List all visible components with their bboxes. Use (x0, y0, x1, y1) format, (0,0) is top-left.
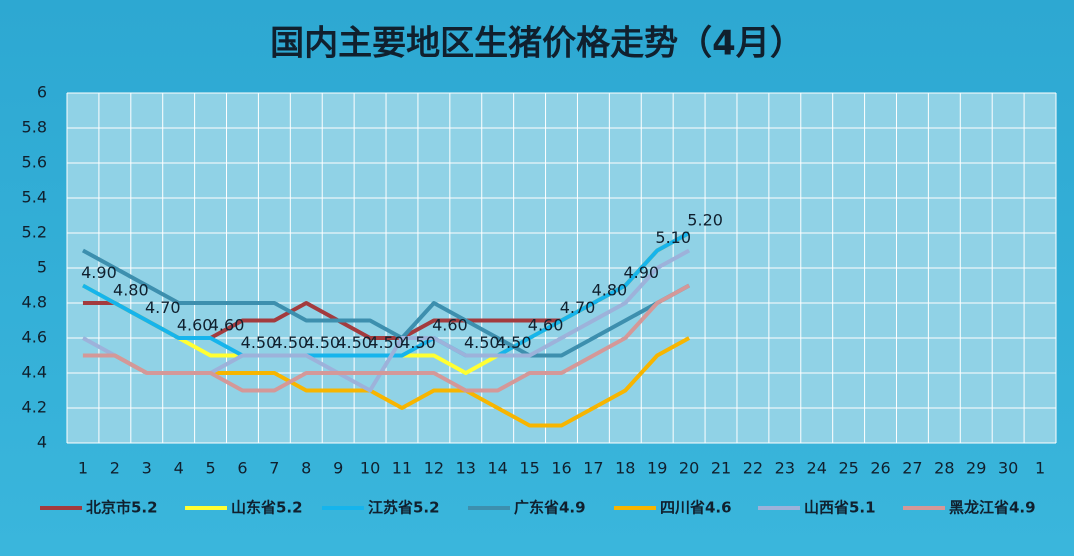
x-tick-label: 10 (360, 459, 380, 478)
data-label: 4.60 (177, 316, 213, 335)
x-tick-label: 21 (711, 459, 731, 478)
data-label: 5.20 (687, 211, 723, 230)
y-tick-label: 5.8 (22, 118, 47, 137)
data-label: 4.60 (528, 316, 564, 335)
chart-title: 国内主要地区生猪价格走势（4月） (270, 24, 804, 64)
x-tick-label: 6 (237, 459, 247, 478)
x-tick-label: 25 (838, 459, 858, 478)
x-tick-label: 11 (392, 459, 412, 478)
series-line (81, 248, 691, 358)
x-tick-label: 30 (998, 459, 1018, 478)
series-line (82, 283, 691, 393)
data-label: 4.50 (273, 333, 309, 352)
y-tick-label: 4.8 (22, 293, 47, 312)
x-tick-label: 19 (647, 459, 667, 478)
legend-label: 山西省5.1 (804, 499, 876, 517)
y-tick-label: 5 (37, 258, 47, 277)
data-label: 4.90 (623, 263, 659, 282)
data-label: 4.80 (113, 281, 149, 300)
x-tick-label: 18 (615, 459, 635, 478)
y-tick-label: 5.6 (22, 153, 47, 172)
x-tick-label: 20 (679, 459, 699, 478)
x-tick-label: 4 (174, 459, 184, 478)
x-tick-label: 16 (551, 459, 571, 478)
data-label: 4.50 (400, 333, 436, 352)
x-tick-label: 14 (488, 459, 508, 478)
x-tick-label: 22 (743, 459, 763, 478)
x-tick-label: 1 (78, 459, 88, 478)
data-label: 4.50 (241, 333, 277, 352)
labels: 4.904.804.704.604.604.504.504.504.504.50… (81, 211, 723, 353)
data-label: 4.60 (432, 316, 468, 335)
data-label: 4.60 (209, 316, 245, 335)
y-tick-label: 4 (37, 433, 47, 452)
data-label: 4.50 (304, 333, 340, 352)
x-tick-label: 27 (902, 459, 922, 478)
data-label: 4.50 (496, 333, 532, 352)
data-label: 4.70 (560, 298, 596, 317)
x-tick-label: 29 (966, 459, 986, 478)
y-tick-label: 4.2 (22, 398, 47, 417)
legend-label: 江苏省5.2 (368, 499, 440, 517)
x-tick-label: 5 (205, 459, 215, 478)
x-tick-label: 3 (142, 459, 152, 478)
lines (81, 231, 691, 428)
y-tick-label: 4.4 (22, 363, 47, 382)
legend-label: 山东省5.2 (231, 499, 303, 517)
x-tick-label: 13 (456, 459, 476, 478)
legend-label: 北京市5.2 (86, 499, 158, 517)
x-tick-label: 17 (583, 459, 603, 478)
data-label: 4.50 (336, 333, 372, 352)
data-label: 5.10 (655, 228, 691, 247)
x-tick-label: 9 (333, 459, 343, 478)
x-tick-label: 2 (110, 459, 120, 478)
x-tick-label: 28 (934, 459, 954, 478)
y-tick-label: 6 (37, 83, 47, 102)
x-tick-label: 15 (519, 459, 539, 478)
x-tick-label: 7 (269, 459, 279, 478)
legend-label: 黑龙江省4.9 (949, 499, 1036, 517)
x-tick-label: 8 (301, 459, 311, 478)
data-label: 4.90 (81, 263, 117, 282)
data-label: 4.50 (368, 333, 404, 352)
y-tick-label: 5.4 (22, 188, 47, 207)
x-tick-label: 1 (1035, 459, 1045, 478)
grid: 44.24.44.64.855.25.45.65.861 2 3 4 5 6 7 8 9 10 11… (22, 83, 1057, 478)
data-label: 4.50 (464, 333, 500, 352)
y-tick-label: 4.6 (22, 328, 47, 347)
legend-label: 广东省4.9 (514, 499, 586, 517)
x-tick-label: 23 (775, 459, 795, 478)
data-label: 4.80 (592, 281, 628, 300)
x-tick-label: 12 (424, 459, 444, 478)
data-label: 4.70 (145, 298, 181, 317)
series-line (81, 231, 691, 358)
x-tick-label: 24 (807, 459, 827, 478)
x-tick-label: 26 (870, 459, 890, 478)
y-tick-label: 5.2 (22, 223, 47, 242)
legend-label: 四川省4.6 (660, 499, 732, 517)
